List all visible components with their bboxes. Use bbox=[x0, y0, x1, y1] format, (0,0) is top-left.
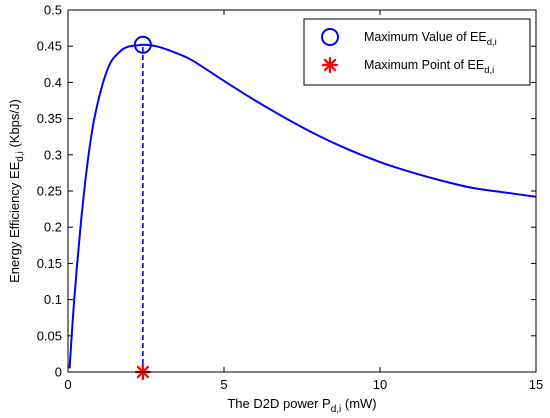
y-tick-label: 0.2 bbox=[44, 220, 62, 235]
y-tick-label: 0 bbox=[55, 365, 62, 380]
x-tick-label: 15 bbox=[529, 377, 543, 392]
y-tick-label: 0.15 bbox=[37, 256, 62, 271]
y-tick-label: 0.35 bbox=[37, 111, 62, 126]
x-tick-label: 0 bbox=[64, 377, 71, 392]
legend: Maximum Value of EEd,i Maximum Point of … bbox=[303, 18, 531, 86]
y-tick-label: 0.25 bbox=[37, 184, 62, 199]
x-tick-label: 10 bbox=[373, 377, 387, 392]
plot-frame bbox=[67, 9, 537, 373]
legend-box bbox=[303, 18, 531, 86]
y-tick-label: 0.45 bbox=[37, 39, 62, 54]
x-axis-label: The D2D power Pd,i (mW) bbox=[227, 396, 376, 415]
y-tick-label: 0.4 bbox=[44, 75, 62, 90]
y-tick-label: 0.05 bbox=[37, 328, 62, 343]
legend-star-icon bbox=[321, 56, 339, 74]
energy-efficiency-curve bbox=[68, 43, 537, 369]
y-tick-labels: 0 0.05 0.1 0.15 0.2 0.25 0.3 0.35 0.4 0.45 0.5 bbox=[37, 3, 62, 380]
legend-entry-max-point: Maximum Point of EEd,i bbox=[364, 58, 494, 76]
legend-circle-icon bbox=[321, 28, 339, 46]
y-tick-label: 0.3 bbox=[44, 147, 62, 162]
y-axis-label: Energy Efficiency EEd,i (Kbps/J) bbox=[7, 99, 26, 283]
y-tick-label: 0.1 bbox=[44, 292, 62, 307]
legend-entry-max-value: Maximum Value of EEd,i bbox=[364, 30, 497, 48]
x-tick-labels: 0 5 10 15 bbox=[64, 377, 543, 392]
max-value-marker bbox=[133, 35, 152, 54]
y-tick-label: 0.5 bbox=[44, 3, 62, 18]
x-tick-label: 5 bbox=[220, 377, 227, 392]
